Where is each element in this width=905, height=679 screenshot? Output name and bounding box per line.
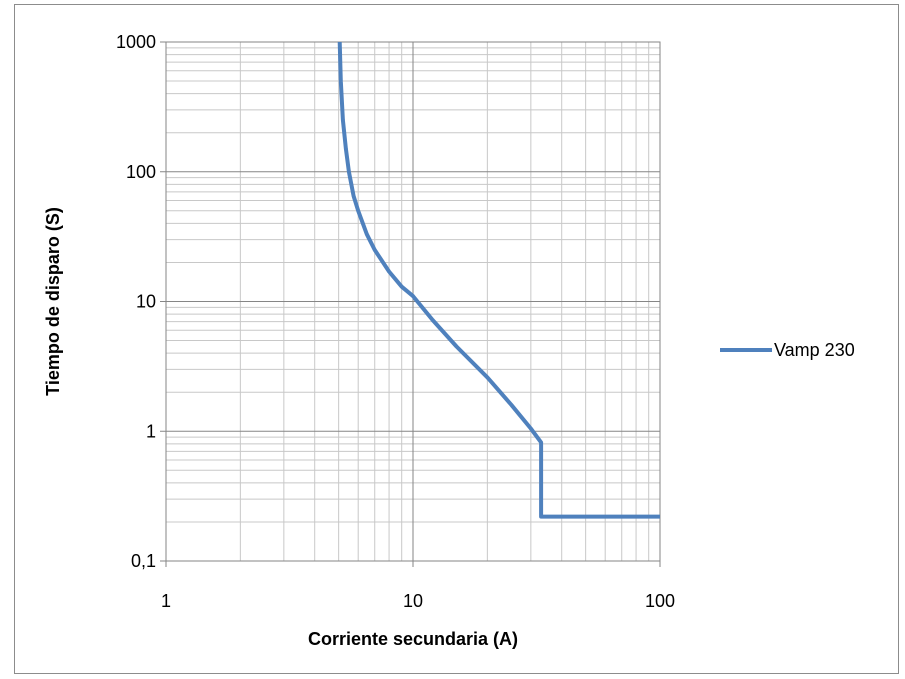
y-tick-label: 1000 bbox=[116, 32, 156, 52]
y-tick-label: 1 bbox=[146, 421, 156, 441]
x-tick-label: 100 bbox=[645, 591, 675, 611]
x-axis-title: Corriente secundaria (A) bbox=[308, 629, 518, 649]
y-axis-ticks: 0,1 1 10 100 1000 bbox=[116, 32, 166, 571]
series-layer bbox=[337, 41, 660, 519]
legend-label: Vamp 230 bbox=[774, 340, 855, 360]
x-tick-label: 10 bbox=[403, 591, 423, 611]
y-tick-label: 10 bbox=[136, 292, 156, 312]
y-tick-label: 100 bbox=[126, 162, 156, 182]
series-line-vamp-230 bbox=[337, 41, 660, 519]
y-tick-label: 0,1 bbox=[131, 551, 156, 571]
legend: Vamp 230 bbox=[720, 340, 855, 360]
y-axis-title: Tiempo de disparo (S) bbox=[43, 207, 63, 396]
grid bbox=[165, 41, 661, 562]
x-tick-label: 1 bbox=[161, 591, 171, 611]
x-axis-ticks: 1 10 100 bbox=[161, 561, 675, 611]
chart-area: 0,1 1 10 100 1000 1 10 100 Tiempo de disparo (… bbox=[14, 4, 899, 674]
